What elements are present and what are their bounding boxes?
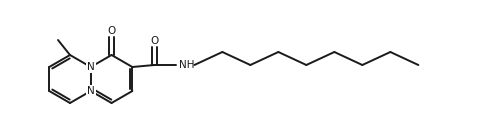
Text: NH: NH: [179, 60, 195, 70]
Text: N: N: [87, 62, 95, 72]
Text: O: O: [107, 26, 116, 36]
Text: O: O: [150, 36, 158, 46]
Text: N: N: [87, 86, 95, 96]
